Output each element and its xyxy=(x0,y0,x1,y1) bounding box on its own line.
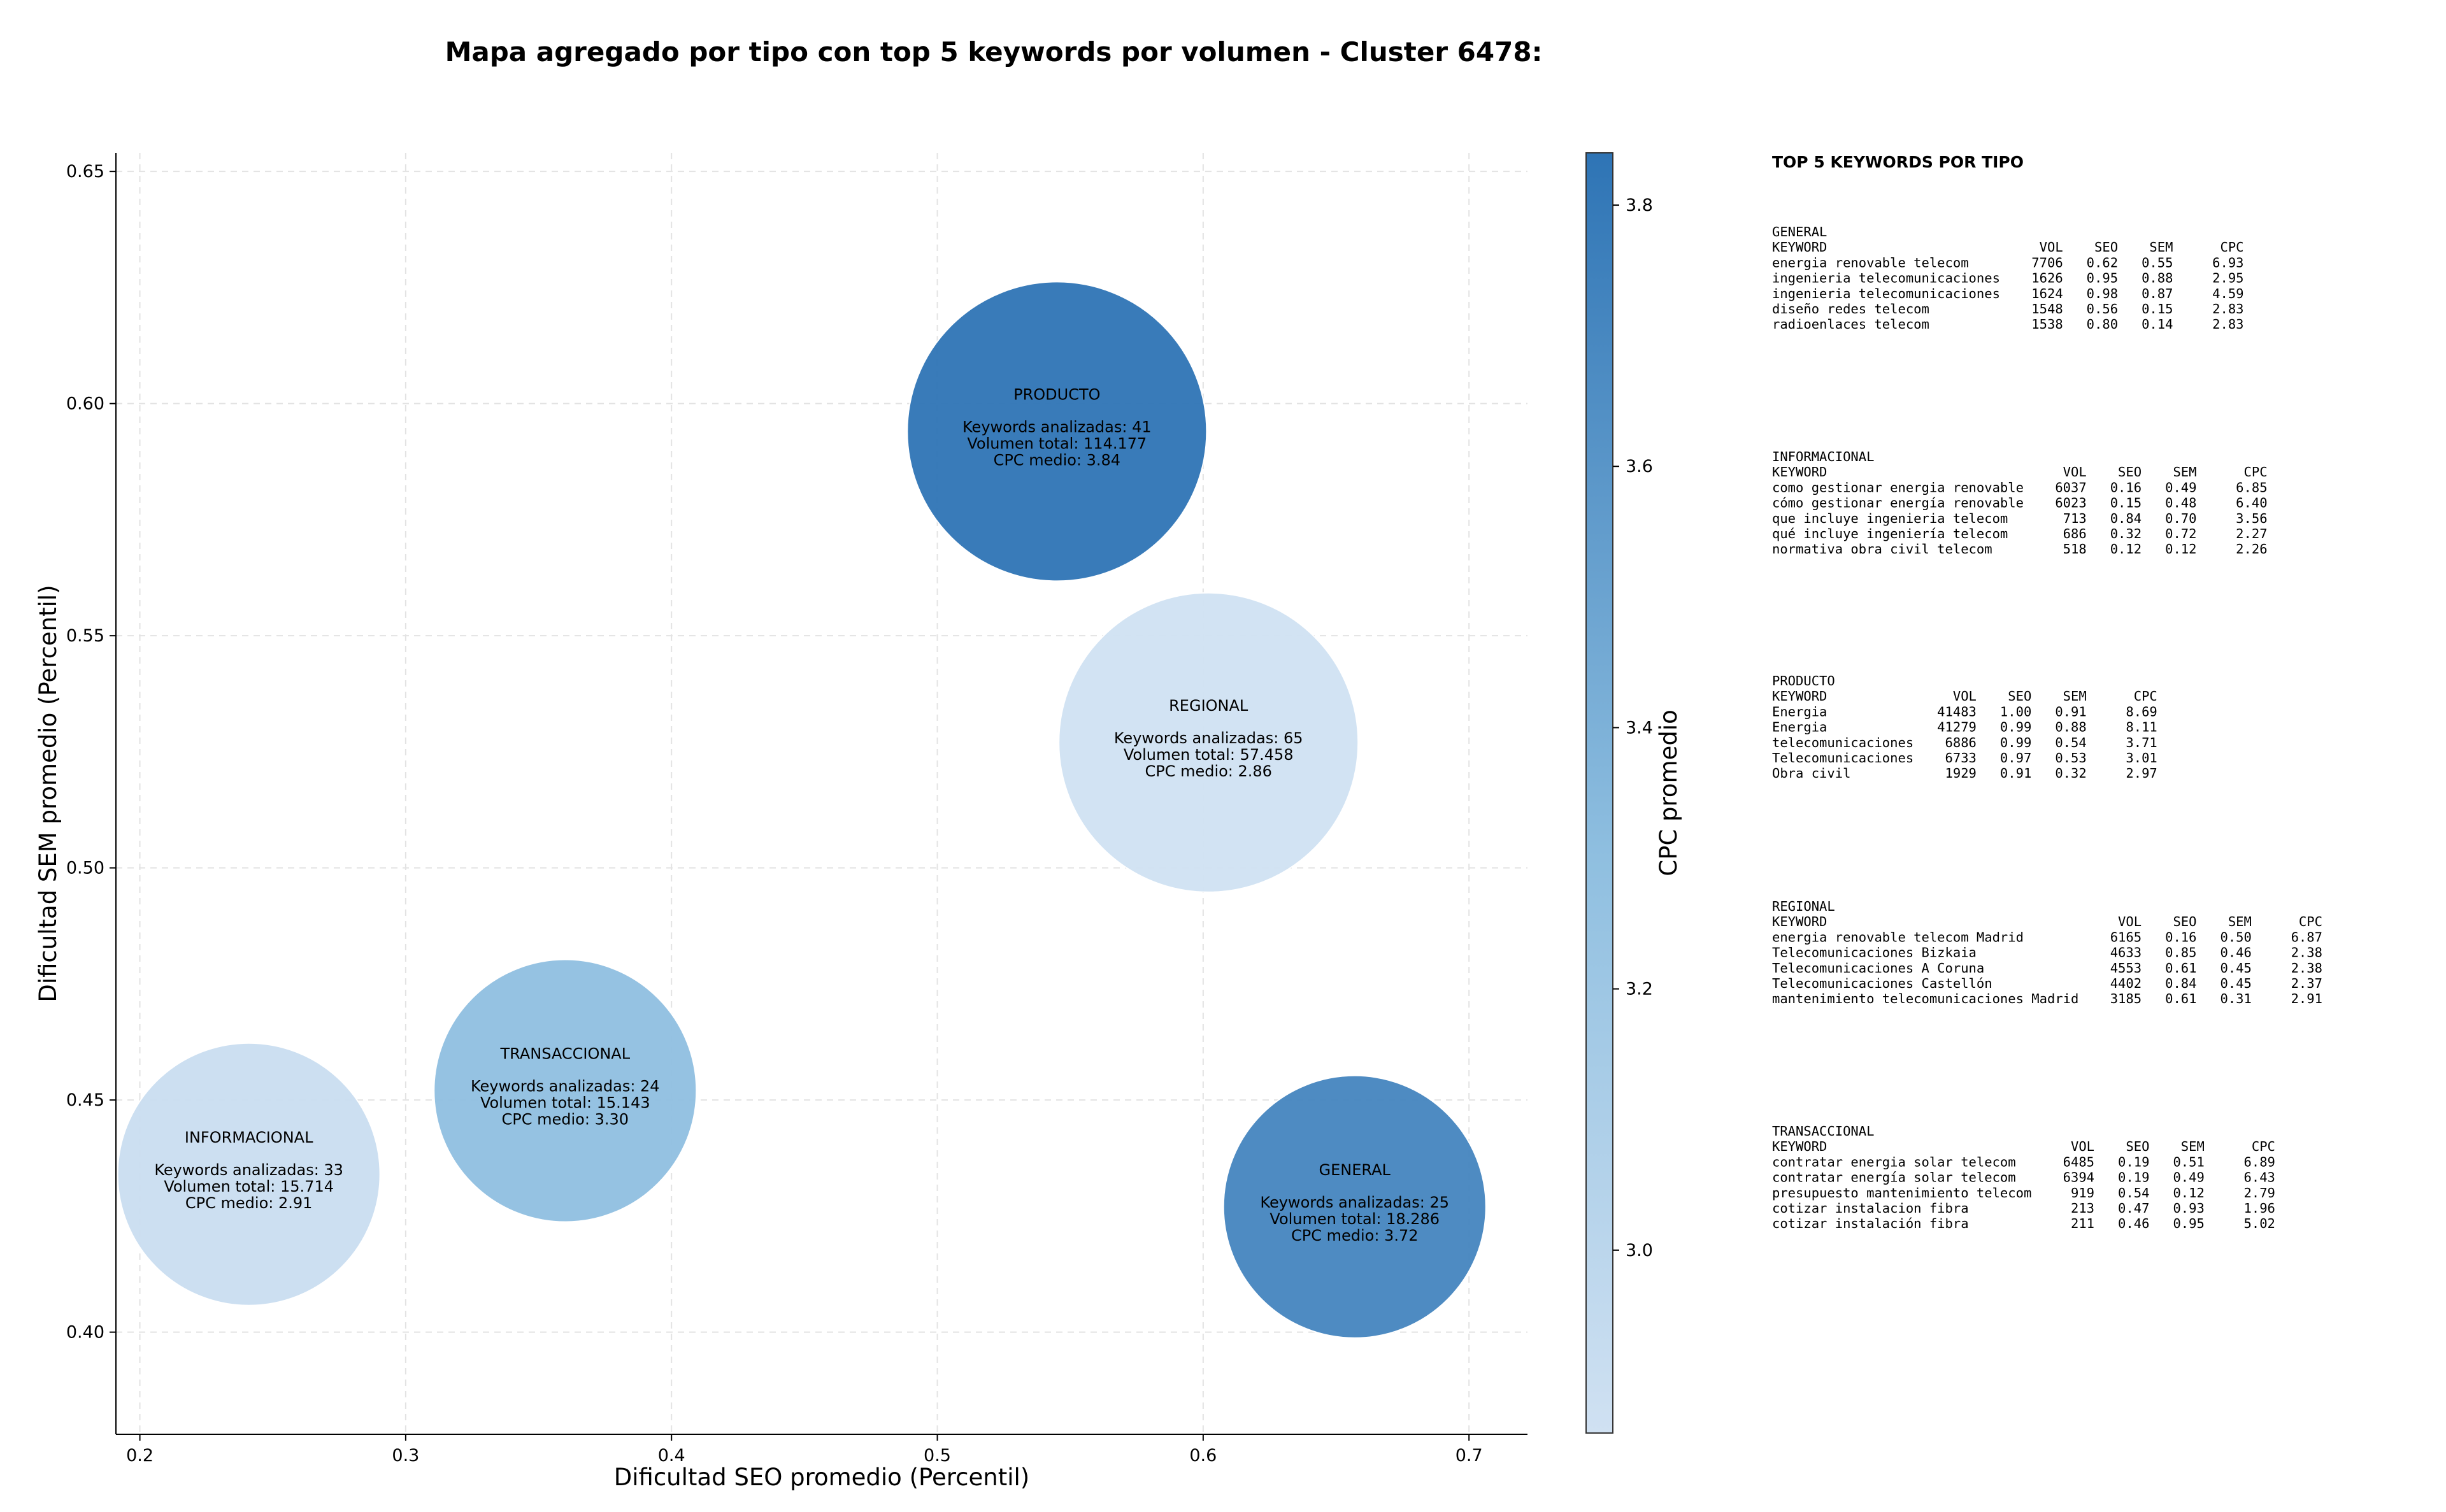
bubble-cpc: CPC medio: 2.91 xyxy=(185,1194,313,1212)
table-row: cómo gestionar energía renovable 6023 0.… xyxy=(1772,496,2268,511)
table-row: ingenieria telecomunicaciones 1624 0.98 … xyxy=(1772,286,2244,301)
colorbar: 3.0 3.2 3.4 3.6 3.8 xyxy=(1585,152,1653,1434)
y-axis-label: Dificultad SEM promedio (Percentil) xyxy=(34,585,62,1002)
bubble-circle xyxy=(117,1042,381,1306)
bubble-volume: Volumen total: 57.458 xyxy=(1124,746,1294,764)
table-row: Energia 41279 0.99 0.88 8.11 xyxy=(1772,720,2157,735)
table-row: cotizar instalacion fibra 213 0.47 0.93 … xyxy=(1772,1201,2275,1216)
y-tick-label: 0.65 xyxy=(66,162,104,182)
colorbar-tick-label: 3.6 xyxy=(1626,457,1653,476)
table-row: contratar energía solar telecom 6394 0.1… xyxy=(1772,1170,2275,1185)
table-group-name: TRANSACCIONAL xyxy=(1772,1123,1874,1139)
table-row: energia renovable telecom Madrid 6165 0.… xyxy=(1772,929,2322,945)
x-tick-label: 0.4 xyxy=(658,1446,685,1466)
table-row: como gestionar energia renovable 6037 0.… xyxy=(1772,480,2268,495)
bubble-label: GENERAL xyxy=(1319,1161,1391,1179)
x-tick-label: 0.3 xyxy=(392,1446,419,1466)
bubble-cpc: CPC medio: 2.86 xyxy=(1145,762,1272,780)
table-group-name: GENERAL xyxy=(1772,224,1827,239)
bubble-volume: Volumen total: 18.286 xyxy=(1269,1210,1440,1228)
colorbar-tick-label: 3.0 xyxy=(1626,1241,1653,1260)
bubble-transaccional: TRANSACCIONAL Keywords analizadas: 24Volu… xyxy=(433,959,697,1223)
table-row: Telecomunicaciones Bizkaia 4633 0.85 0.4… xyxy=(1772,945,2322,960)
table-row: contratar energia solar telecom 6485 0.1… xyxy=(1772,1154,2275,1169)
y-tick-label: 0.50 xyxy=(66,859,104,878)
table-row: diseño redes telecom 1548 0.56 0.15 2.83 xyxy=(1772,301,2244,317)
bubble-keywords: Keywords analizadas: 65 xyxy=(1114,729,1303,747)
table-column-header: KEYWORD VOL SEO SEM CPC xyxy=(1772,464,2268,480)
table-row: Telecomunicaciones A Coruna 4553 0.61 0.… xyxy=(1772,960,2322,976)
bubble-informacional: INFORMACIONAL Keywords analizadas: 33Volu… xyxy=(117,1042,381,1306)
x-tick-label: 0.5 xyxy=(924,1446,951,1466)
bubble-volume: Volumen total: 15.143 xyxy=(480,1094,650,1112)
table-column-header: KEYWORD VOL SEO SEM CPC xyxy=(1772,239,2244,255)
table-group-name: PRODUCTO xyxy=(1772,673,1835,688)
bubble-label: REGIONAL xyxy=(1169,697,1248,715)
table-row: Telecomunicaciones Castellón 4402 0.84 0… xyxy=(1772,976,2322,991)
x-tick-label: 0.7 xyxy=(1455,1446,1483,1466)
table-column-header: KEYWORD VOL SEO SEM CPC xyxy=(1772,688,2157,704)
bubble-circle xyxy=(433,959,697,1223)
bubble-label: TRANSACCIONAL xyxy=(499,1045,630,1063)
colorbar-label: CPC promedio xyxy=(1655,710,1682,876)
bubble-keywords: Keywords analizadas: 24 xyxy=(471,1078,660,1095)
colorbar-gradient xyxy=(1585,152,1613,1434)
x-tick-label: 0.2 xyxy=(126,1446,154,1466)
bubble-circle xyxy=(1222,1074,1487,1339)
table-row: normativa obra civil telecom 518 0.12 0.… xyxy=(1772,541,2268,557)
table-row: mantenimiento telecomunicaciones Madrid … xyxy=(1772,991,2322,1006)
y-tick-label: 0.55 xyxy=(66,626,104,646)
y-tick-label: 0.45 xyxy=(66,1090,104,1110)
bubble-keywords: Keywords analizadas: 41 xyxy=(962,418,1152,436)
table-row: presupuesto mantenimiento telecom 919 0.… xyxy=(1772,1185,2275,1201)
table-row: radioenlaces telecom 1538 0.80 0.14 2.83 xyxy=(1772,317,2244,332)
bubble-label: INFORMACIONAL xyxy=(185,1129,313,1146)
axes: 0.2 0.3 0.4 0.5 0.6 0.7 0.40 0.45 0.50 0.55 0.60 0.… xyxy=(66,153,1527,1466)
bubble-label: PRODUCTO xyxy=(1013,385,1100,403)
table-column-header: KEYWORD VOL SEO SEM CPC xyxy=(1772,914,2322,929)
x-tick-label: 0.6 xyxy=(1189,1446,1217,1466)
table-row: Obra civil 1929 0.91 0.32 2.97 xyxy=(1772,766,2157,781)
table-row: telecomunicaciones 6886 0.99 0.54 3.71 xyxy=(1772,735,2157,750)
bubble-cpc: CPC medio: 3.84 xyxy=(994,451,1121,469)
table-row: qué incluye ingeniería telecom 686 0.32 … xyxy=(1772,526,2268,541)
table-row: Telecomunicaciones 6733 0.97 0.53 3.01 xyxy=(1772,750,2157,766)
bubble-circle xyxy=(1058,592,1359,893)
chart-title: Mapa agregado por tipo con top 5 keyword… xyxy=(445,36,1543,68)
y-tick-label: 0.60 xyxy=(66,394,104,414)
table-row: cotizar instalación fibra 211 0.46 0.95 … xyxy=(1772,1216,2275,1231)
table-row: ingenieria telecomunicaciones 1626 0.95 … xyxy=(1772,271,2244,286)
table-group-name: INFORMACIONAL xyxy=(1772,449,1874,464)
table-row: que incluye ingenieria telecom 713 0.84 … xyxy=(1772,511,2268,526)
table-column-header: KEYWORD VOL SEO SEM CPC xyxy=(1772,1139,2275,1154)
bubble-circle xyxy=(906,281,1208,582)
table-group-name: REGIONAL xyxy=(1772,899,1835,914)
table-heading: TOP 5 KEYWORDS POR TIPO xyxy=(1772,153,2024,171)
colorbar-tick-label: 3.2 xyxy=(1626,980,1653,999)
table-row: Energia 41483 1.00 0.91 8.69 xyxy=(1772,704,2157,719)
x-axis-label: Dificultad SEO promedio (Percentil) xyxy=(614,1464,1029,1491)
bubble-cpc: CPC medio: 3.30 xyxy=(502,1111,629,1129)
bubble-volume: Volumen total: 15.714 xyxy=(164,1178,334,1195)
bubble-keywords: Keywords analizadas: 33 xyxy=(154,1161,343,1179)
y-tick-label: 0.40 xyxy=(66,1323,104,1343)
table-row: energia renovable telecom 7706 0.62 0.55… xyxy=(1772,255,2244,270)
bubble-volume: Volumen total: 114.177 xyxy=(967,434,1147,452)
bubble-cpc: CPC medio: 3.72 xyxy=(1291,1227,1419,1245)
colorbar-tick-label: 3.4 xyxy=(1626,718,1653,738)
colorbar-tick-label: 3.8 xyxy=(1626,196,1653,215)
bubble-keywords: Keywords analizadas: 25 xyxy=(1260,1194,1449,1211)
